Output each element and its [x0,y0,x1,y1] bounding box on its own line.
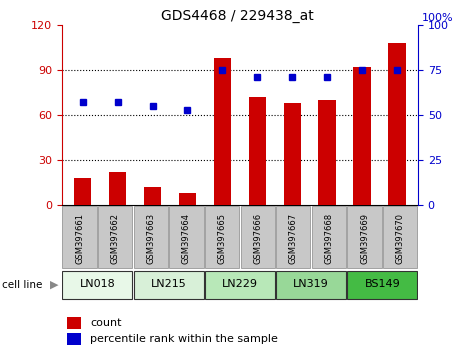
Bar [347,271,418,299]
Text: GSM397662: GSM397662 [111,213,120,264]
Bar [389,43,406,205]
Text: LN018: LN018 [79,279,115,289]
Bar [66,333,81,345]
Text: GSM397664: GSM397664 [182,213,191,264]
Bar [276,271,346,299]
Bar [284,103,301,205]
Bar [276,206,311,268]
Text: GSM397667: GSM397667 [289,213,298,264]
Bar [240,206,275,268]
Text: cell line: cell line [2,280,43,290]
Bar [248,97,266,205]
Bar [98,206,133,268]
Bar [133,206,168,268]
Text: GSM397663: GSM397663 [146,213,155,264]
Text: GDS4468 / 229438_at: GDS4468 / 229438_at [161,9,314,23]
Text: count: count [90,318,122,328]
Text: GSM397665: GSM397665 [218,213,227,264]
Bar [179,193,196,205]
Text: GSM397666: GSM397666 [253,213,262,264]
Bar [62,271,133,299]
Text: BS149: BS149 [364,279,400,289]
Text: ▶: ▶ [50,280,59,290]
Bar [347,206,382,268]
Bar [318,100,336,205]
Bar [205,206,239,268]
Bar [133,271,204,299]
Bar [169,206,204,268]
Text: GSM397669: GSM397669 [360,213,369,264]
Text: LN215: LN215 [151,279,187,289]
Bar [109,172,126,205]
Text: LN229: LN229 [222,279,258,289]
Bar [144,187,162,205]
Bar [205,271,275,299]
Bar [66,317,81,329]
Text: 100%: 100% [422,13,453,23]
Bar [312,206,346,268]
Bar [383,206,418,268]
Text: GSM397670: GSM397670 [396,213,405,264]
Bar [353,67,371,205]
Bar [62,206,97,268]
Text: GSM397668: GSM397668 [324,213,333,264]
Text: LN319: LN319 [293,279,329,289]
Text: percentile rank within the sample: percentile rank within the sample [90,334,278,344]
Bar [74,178,91,205]
Bar [214,58,231,205]
Text: GSM397661: GSM397661 [75,213,84,264]
